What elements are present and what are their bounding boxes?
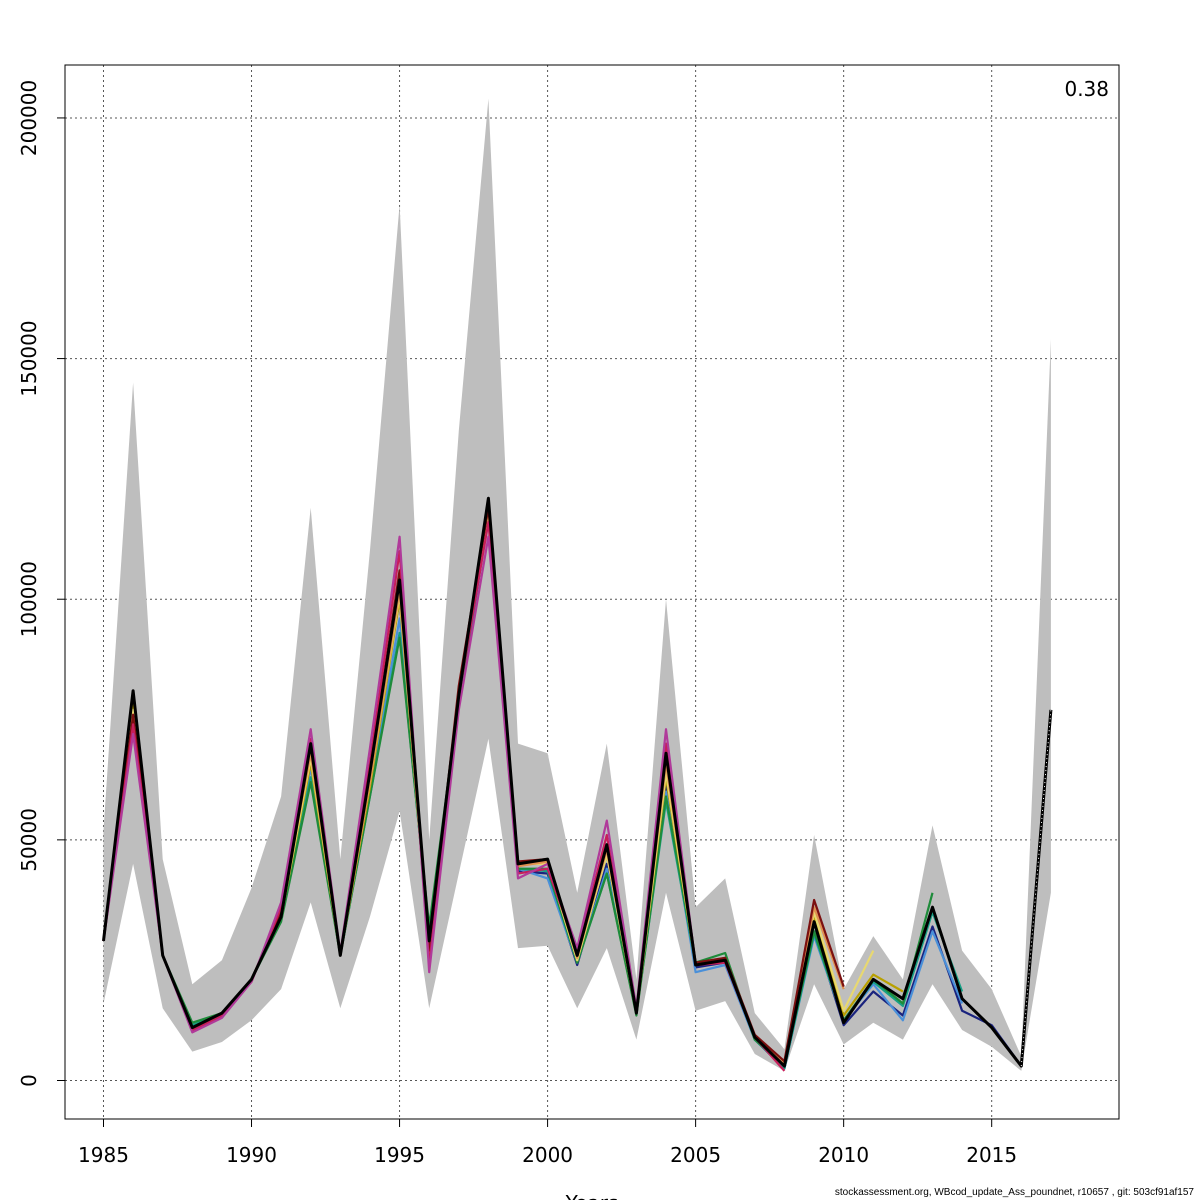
x-tick-label: 2000 [522,1143,573,1167]
x-tick-label: 2015 [966,1143,1017,1167]
series-lines [102,496,1053,1072]
y-tick-label: 50000 [17,808,41,872]
confidence-band [103,98,1051,1071]
x-tick-label: 1995 [374,1143,425,1167]
x-tick-label: 2010 [818,1143,869,1167]
x-tick-label: 1985 [78,1143,129,1167]
annotation-value: 0.38 [1064,77,1109,101]
gridlines [65,65,1119,1119]
plot-frame [64,64,1120,1120]
y-tick-label: 200000 [17,80,41,156]
x-axis-title: Years [565,1191,619,1200]
y-tick-label: 150000 [17,320,41,396]
x-axis: 1985 1990 1995 2000 2005 2010 2015 [78,1119,1017,1167]
series-line [102,535,697,1034]
x-tick-label: 1990 [226,1143,277,1167]
y-tick-label: 100000 [17,561,41,637]
x-tick-label: 2005 [670,1143,721,1167]
y-axis: 0 50000 100000 150000 200000 [17,80,65,1087]
y-tick-label: 0 [17,1074,41,1087]
series-line-reference [102,496,1053,1068]
footer-credit: stockassessment.org, WBcod_update_Ass_po… [834,1187,1194,1198]
